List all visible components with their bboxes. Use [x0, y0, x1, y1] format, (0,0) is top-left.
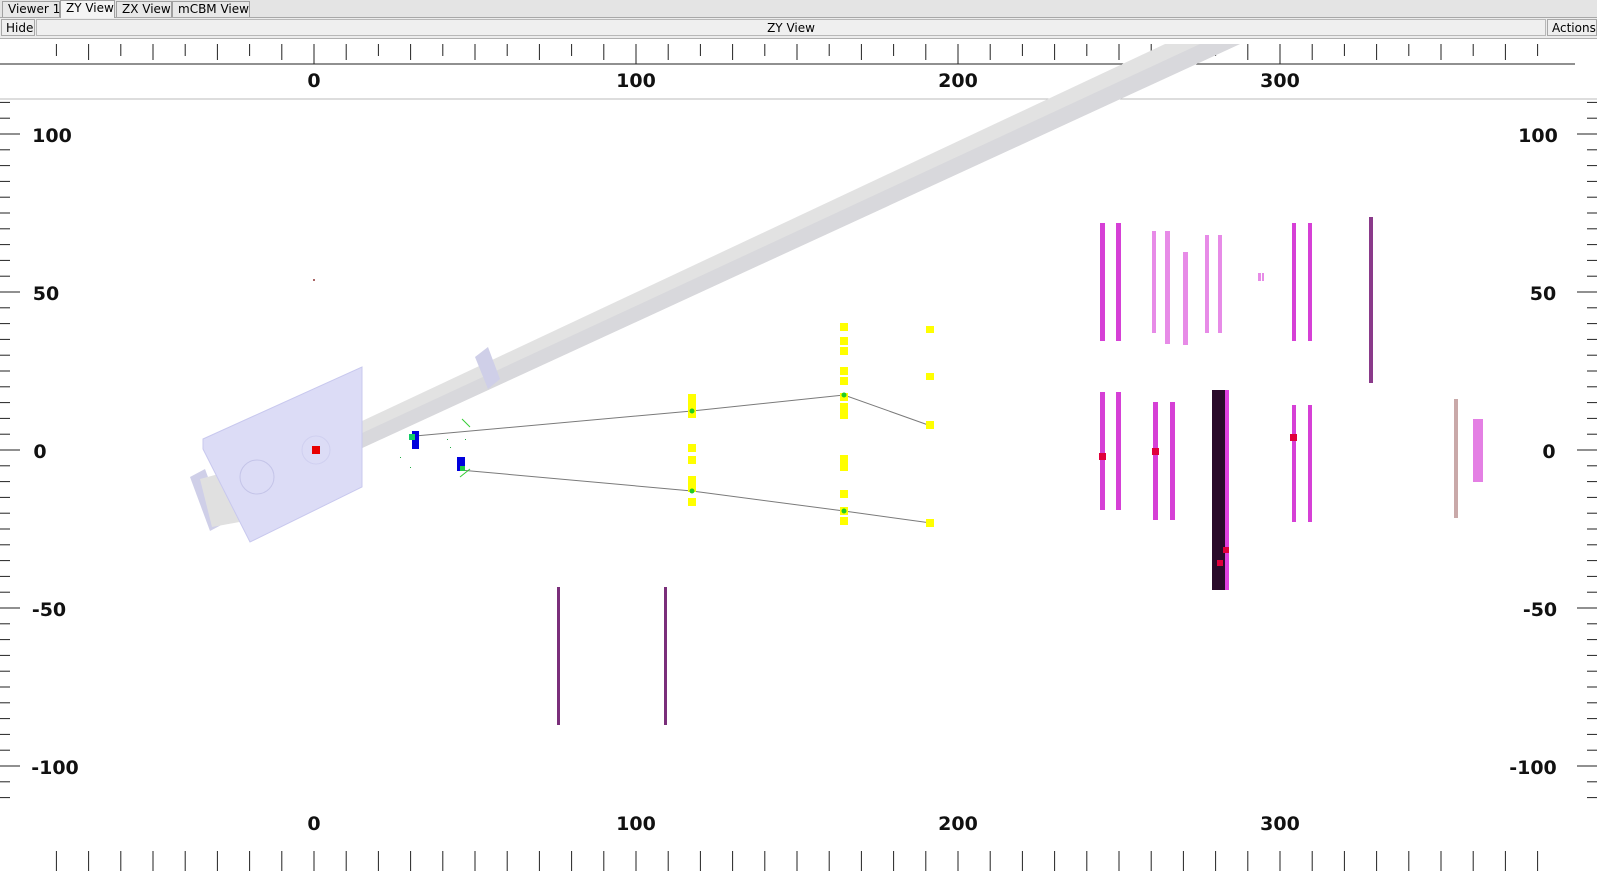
z-axis-bottom-label-100: 100 — [616, 813, 656, 835]
target-circle — [239, 459, 275, 495]
tracks — [414, 394, 932, 524]
tab-zx-view[interactable]: ZX View — [116, 1, 172, 17]
tof-lower-bars — [1100, 390, 1483, 590]
sts-hits — [688, 323, 934, 527]
tab-zy-view[interactable]: ZY View — [60, 0, 115, 18]
z-axis-bottom-label-300: 300 — [1260, 813, 1300, 835]
z-axis-top-label-200: 200 — [938, 70, 978, 92]
tof-upper-bars — [1100, 217, 1373, 383]
y-axis-right-label-m100: -100 — [1509, 757, 1557, 779]
hide-button[interactable]: Hide — [1, 19, 35, 36]
zy-view-canvas[interactable]: 0 100 200 300 0 100 200 300 100 50 0 -50… — [0, 39, 1597, 871]
y-axis-right-label-0: 0 — [1542, 441, 1555, 463]
y-axis-right-label-m50: -50 — [1523, 599, 1557, 621]
track-points — [689, 392, 847, 514]
mvd-noise — [400, 439, 466, 468]
y-axis-left-label-m100: -100 — [31, 757, 79, 779]
z-axis-bottom-label-0: 0 — [307, 813, 320, 835]
viewer-toolbar: Hide ZY View Actions — [0, 18, 1597, 39]
y-axis-left-label-50: 50 — [33, 283, 59, 305]
y-axis-left-label-100: 100 — [32, 125, 72, 147]
y-axis-left-label-m50: -50 — [32, 599, 66, 621]
y-axis-left-label-0: 0 — [33, 441, 46, 463]
y-axis-right-label-100: 100 — [1518, 125, 1558, 147]
view-title: ZY View — [36, 19, 1546, 36]
tab-bar: Viewer 1 ZY View ZX View mCBM View — [0, 0, 1597, 18]
stray-point — [313, 279, 315, 281]
tab-viewer-1[interactable]: Viewer 1 — [2, 1, 60, 17]
rich-bars — [557, 587, 667, 725]
target-chamber — [202, 366, 363, 543]
mvd-hits — [409, 431, 465, 471]
tab-mcbm-view[interactable]: mCBM View — [172, 1, 250, 17]
event-display: 0 100 200 300 0 100 200 300 100 50 0 -50… — [0, 44, 1597, 871]
z-axis-top-label-0: 0 — [307, 70, 320, 92]
primary-vertex-marker — [312, 446, 320, 454]
z-axis-top-label-300: 300 — [1260, 70, 1300, 92]
tof-hit-markers — [1099, 434, 1297, 566]
z-axis-top-label-100: 100 — [616, 70, 656, 92]
y-axis-right-label-50: 50 — [1530, 283, 1556, 305]
top-axis — [0, 63, 1597, 100]
actions-button[interactable]: Actions — [1547, 19, 1597, 36]
target-circle-inner — [301, 435, 331, 465]
z-axis-bottom-label-200: 200 — [938, 813, 978, 835]
